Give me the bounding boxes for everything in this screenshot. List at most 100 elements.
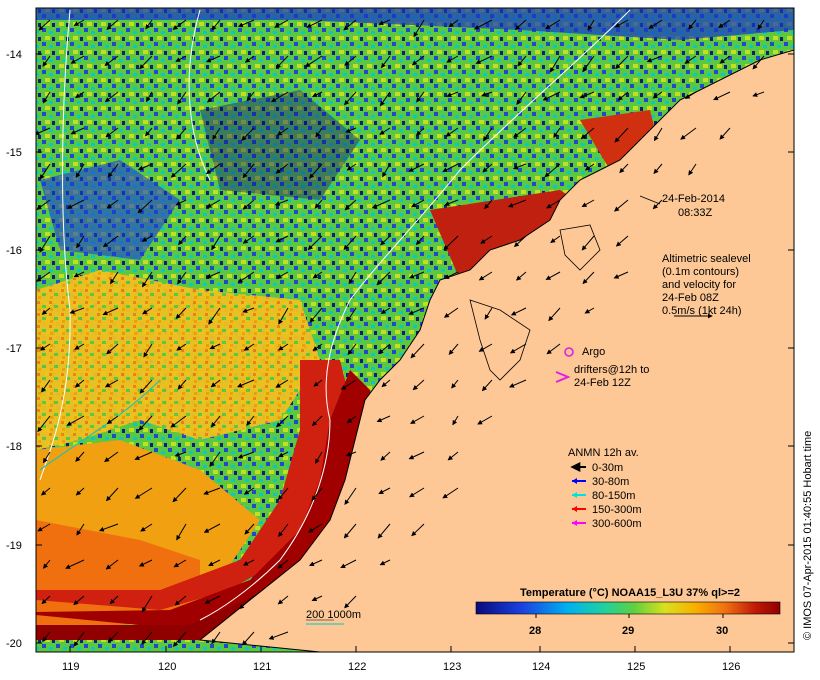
velocity-arrow	[451, 379, 459, 389]
velocity-arrow	[104, 55, 119, 66]
velocity-arrow	[172, 487, 187, 503]
velocity-arrow	[106, 199, 119, 209]
velocity-arrow	[482, 163, 493, 173]
velocity-arrow	[481, 91, 493, 97]
velocity-arrow	[176, 127, 187, 140]
velocity-arrow	[344, 595, 357, 609]
velocity-arrow	[42, 631, 51, 643]
velocity-arrow	[412, 379, 425, 391]
velocity-arrow	[340, 559, 357, 569]
velocity-arrow	[378, 19, 391, 26]
velocity-arrow	[138, 559, 153, 567]
velocity-arrow	[752, 55, 765, 70]
velocity-arrow	[411, 55, 425, 66]
colorbar-title: Temperature (°C) NOAA15_L3U 37% ql>=2	[520, 587, 740, 599]
velocity-arrow	[408, 307, 425, 315]
velocity-arrow	[270, 91, 289, 103]
velocity-arrow	[652, 91, 663, 99]
velocity-arrow	[442, 163, 459, 172]
velocity-arrow	[443, 235, 459, 251]
velocity-arrow	[39, 163, 51, 180]
velocity-arrow	[66, 199, 85, 209]
velocity-arrow	[345, 127, 357, 133]
velocity-arrow	[582, 55, 595, 73]
velocity-arrow	[242, 199, 255, 210]
svg-text:24-Feb 08Z: 24-Feb 08Z	[662, 292, 719, 304]
velocity-arrow	[452, 415, 459, 426]
velocity-arrow	[408, 271, 425, 279]
velocity-arrow	[309, 559, 323, 567]
velocity-arrow	[75, 487, 85, 496]
altimetry-legend: Altimetric sealevel (0.1m contours) and …	[662, 253, 751, 319]
velocity-arrow	[542, 91, 561, 101]
velocity-arrow	[37, 415, 51, 433]
velocity-arrow	[73, 595, 85, 606]
velocity-arrow	[237, 379, 255, 388]
velocity-arrow	[75, 163, 85, 179]
velocity-arrow	[475, 55, 493, 64]
velocity-arrow	[376, 271, 391, 286]
velocity-arrow	[481, 379, 493, 392]
velocity-arrow	[172, 19, 187, 30]
velocity-arrow	[73, 271, 85, 278]
colorbar-gradient	[475, 601, 781, 615]
velocity-arrow	[507, 199, 527, 208]
velocity-arrow	[653, 127, 663, 142]
velocity-arrow	[108, 631, 119, 643]
velocity-arrow	[74, 379, 85, 388]
lat-tick: -15	[6, 147, 22, 159]
velocity-arrow	[205, 163, 221, 175]
velocity-arrow	[584, 163, 595, 171]
velocity-arrow	[347, 343, 357, 356]
velocity-arrow	[515, 271, 527, 281]
velocity-arrow	[141, 271, 153, 288]
svg-text:(0.1m contours): (0.1m contours)	[662, 266, 739, 278]
velocity-arrow	[411, 523, 425, 537]
velocity-arrow	[646, 55, 663, 63]
velocity-arrow	[36, 271, 51, 282]
velocity-arrow	[104, 451, 119, 463]
velocity-arrow	[139, 55, 153, 70]
velocity-arrow	[380, 451, 391, 461]
velocity-arrow	[277, 487, 289, 501]
velocity-arrow	[39, 343, 51, 351]
velocity-arrow	[614, 199, 629, 212]
velocity-arrow	[448, 343, 459, 355]
velocity-arrow	[442, 487, 459, 499]
velocity-arrow	[36, 199, 51, 210]
velocity-arrow	[40, 487, 51, 496]
velocity-arrow	[311, 595, 323, 602]
velocity-arrow	[719, 127, 731, 140]
velocity-arrow	[276, 271, 289, 279]
velocity-arrow	[312, 91, 323, 97]
velocity-arrow	[41, 307, 51, 315]
lat-tick: -17	[6, 343, 22, 355]
velocity-arrow	[348, 271, 357, 285]
velocity-arrow	[277, 343, 289, 351]
velocity-arrow	[478, 343, 493, 352]
velocity-arrow	[36, 127, 51, 136]
velocity-arrow	[134, 487, 153, 499]
velocity-arrow	[757, 19, 765, 30]
velocity-arrow	[410, 199, 425, 208]
velocity-arrow	[170, 415, 187, 428]
velocity-arrow	[65, 559, 85, 569]
velocity-arrow	[76, 235, 85, 249]
lat-tick: -20	[6, 638, 22, 650]
velocity-arrow	[246, 415, 255, 426]
velocity-arrow	[513, 235, 527, 248]
velocity-arrow	[346, 307, 357, 322]
velocity-arrow	[104, 91, 119, 103]
velocity-arrow	[210, 415, 221, 428]
credit-label: © IMOS 07-Apr-2015 01:40:55 Hobart time	[802, 431, 814, 640]
velocity-arrow	[237, 271, 255, 283]
anmn-legend: ANMN 12h av. 0-30m 30-80m 80-150m 150-30…	[568, 447, 642, 530]
velocity-arrow	[379, 91, 391, 107]
velocity-arrow	[380, 55, 391, 69]
velocity-arrow	[66, 415, 85, 426]
velocity-arrow	[106, 415, 119, 425]
velocity-arrow	[484, 307, 493, 320]
velocity-arrow	[648, 19, 663, 29]
velocity-arrow	[42, 451, 51, 464]
